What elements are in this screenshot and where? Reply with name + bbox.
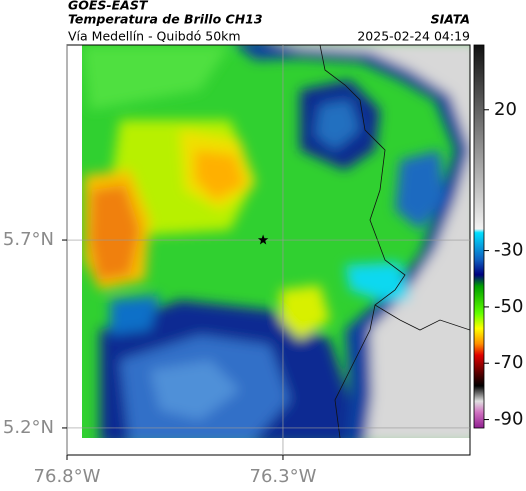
colorbar-tick-label: -90 (494, 409, 523, 430)
colorbar-tick-label: -50 (494, 296, 523, 317)
colorbar-tick-label: 20 (494, 99, 517, 120)
colorbar-tick-label: -70 (494, 352, 523, 373)
x-tick-label: 76.3°W (250, 466, 317, 487)
colorbar (473, 44, 485, 429)
location-marker (257, 234, 269, 245)
y-tick-label: 5.7°N (3, 229, 54, 250)
colorbar-tick-label: -30 (494, 240, 523, 261)
y-tick-label: 5.2°N (3, 417, 54, 438)
subtitle: Temperatura de Brillo CH13 (68, 12, 263, 27)
source: SIATA (431, 12, 470, 27)
x-tick-label: 76.8°W (34, 466, 101, 487)
datetime: 2025-02-24 04:19 (357, 29, 470, 44)
satellite-image (82, 45, 470, 438)
location: Vía Medellín - Quibdó 50km (68, 29, 241, 44)
title: GOES-EAST (68, 0, 149, 13)
